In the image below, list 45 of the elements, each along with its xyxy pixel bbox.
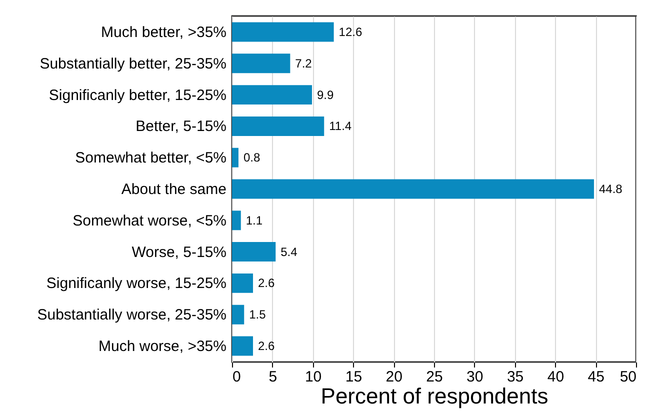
y-tick-label: Somewhat better, <5% — [75, 150, 226, 167]
x-tick-label: 25 — [426, 368, 443, 386]
data-label: 2.6 — [258, 338, 276, 353]
x-tick-label: 20 — [386, 368, 402, 386]
y-tick-label: Much worse, >35% — [98, 338, 226, 355]
data-label: 5.4 — [280, 244, 298, 259]
x-tick-label: 50 — [620, 368, 636, 386]
bar — [232, 242, 276, 262]
y-tick-label: Worse, 5-15% — [132, 244, 226, 261]
bar — [232, 273, 254, 293]
data-label: 2.6 — [258, 276, 276, 290]
x-tick-label: 15 — [345, 368, 362, 386]
data-label: 9.9 — [316, 88, 334, 102]
bar — [232, 116, 324, 136]
bar — [232, 22, 334, 42]
bar — [232, 336, 254, 356]
x-tick-label: 45 — [588, 368, 604, 386]
y-tick-label: Better, 5-15% — [136, 118, 226, 136]
bar — [232, 148, 238, 168]
x-axis-title: Percent of respondents — [320, 384, 548, 408]
data-label: 12.6 — [338, 25, 362, 40]
bar — [232, 179, 594, 199]
data-label: 7.2 — [295, 56, 312, 70]
x-tick-label: 40 — [547, 368, 564, 386]
y-tick-label: Substantially better, 25-35% — [40, 55, 226, 72]
bar — [232, 210, 241, 230]
x-tick-label: 10 — [304, 368, 322, 386]
y-tick-label: Somewhat worse, <5% — [72, 212, 226, 230]
bar — [232, 304, 244, 324]
data-label: 44.8 — [598, 182, 623, 196]
x-tick-label: 5 — [268, 368, 278, 386]
data-label: 1.5 — [249, 308, 266, 322]
x-tick-label: 35 — [506, 368, 524, 386]
y-tick-label: Significanly better, 15-25% — [48, 86, 226, 104]
y-tick-label: About the same — [121, 181, 226, 198]
data-label: 1.1 — [246, 213, 263, 228]
bar — [232, 85, 312, 105]
x-tick-label: 30 — [466, 368, 484, 386]
data-label: 0.8 — [243, 150, 260, 165]
bar — [232, 54, 290, 74]
y-tick-label: Much better, >35% — [101, 24, 226, 42]
data-label: 11.4 — [329, 119, 352, 134]
x-tick-label: 0 — [232, 368, 241, 386]
y-tick-label: Substantially worse, 25-35% — [37, 306, 226, 324]
y-tick-label: Significanly worse, 15-25% — [46, 275, 226, 292]
